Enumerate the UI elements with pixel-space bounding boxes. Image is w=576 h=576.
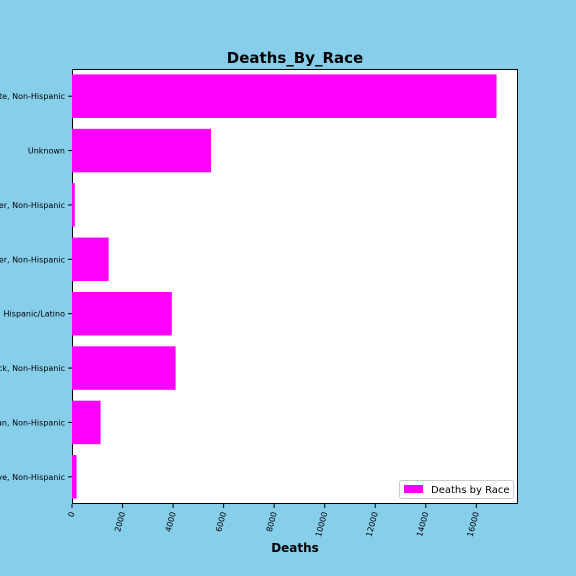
legend-box [399, 480, 514, 499]
legend-swatch [404, 485, 423, 493]
bar [72, 237, 109, 282]
x-tick-label: 4000 [164, 511, 178, 533]
bar [72, 183, 75, 227]
bar [72, 128, 211, 173]
y-tick-label: Black, Non-Hispanic [0, 364, 65, 373]
bar [72, 291, 172, 336]
y-tick-label: Native Hawaiian/Other Pacific Islander, … [0, 255, 65, 264]
x-axis-label: Deaths [271, 541, 319, 555]
x-tick-label: 10000 [314, 511, 329, 538]
y-tick-label: Asian, Non-Hispanic [0, 418, 65, 427]
y-tick-label: Unknown [28, 147, 65, 156]
x-tick-label: 16000 [466, 511, 481, 538]
bar [72, 455, 77, 499]
bar [72, 400, 101, 445]
x-tick-label: 0 [67, 511, 77, 518]
bar [72, 74, 497, 118]
y-axis: White, Non-Hispanic Unknown Other, Non-His… [0, 92, 72, 482]
bar [72, 346, 176, 390]
y-tick-label: Other, Non-Hispanic [0, 201, 65, 210]
bars-group [72, 74, 497, 499]
chart-title: Deaths_By_Race [227, 49, 363, 67]
legend-label: Deaths by Race [431, 485, 510, 496]
y-tick-label: Hispanic/Latino [4, 310, 66, 319]
y-tick-label: American Indian/Alaska Native, Non-Hispa… [0, 473, 65, 482]
x-tick-label: 14000 [415, 511, 430, 538]
x-tick-label: 6000 [214, 511, 228, 533]
y-tick-label: White, Non-Hispanic [0, 92, 65, 101]
legend: Deaths by Race [399, 480, 514, 499]
x-axis: 0 2000 4000 6000 8000 10000 12000 14000 16000 [67, 504, 481, 538]
x-tick-label: 2000 [113, 511, 127, 533]
x-tick-label: 12000 [365, 511, 380, 538]
x-tick-label: 8000 [265, 511, 279, 533]
